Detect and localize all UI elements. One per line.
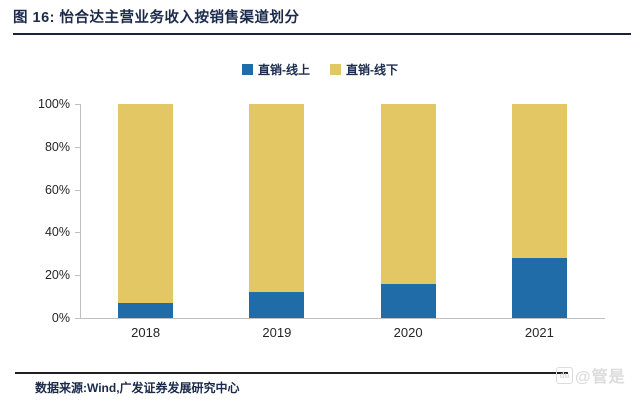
x-axis-line bbox=[80, 318, 605, 319]
bar-segment bbox=[118, 104, 174, 304]
y-axis-label: 40% bbox=[44, 225, 70, 240]
y-axis-tick bbox=[75, 189, 80, 191]
legend-swatch-icon bbox=[242, 64, 253, 75]
y-axis-label: 0% bbox=[51, 311, 70, 325]
legend-swatch-icon bbox=[330, 64, 341, 75]
legend-label: 直销-线下 bbox=[346, 63, 398, 77]
y-axis-tick bbox=[75, 146, 80, 148]
bar-segment bbox=[380, 283, 436, 318]
x-axis-label: 2021 bbox=[524, 325, 554, 340]
y-axis-line bbox=[80, 104, 81, 319]
bar-segment bbox=[511, 258, 567, 318]
data-source-text: 数据来源:Wind,广发证券发展研究中心 bbox=[35, 381, 240, 395]
legend-item: 直销-线上 bbox=[242, 61, 310, 78]
legend-item: 直销-线下 bbox=[330, 61, 398, 78]
y-axis-label: 20% bbox=[44, 268, 70, 283]
y-axis-label: 100% bbox=[38, 97, 70, 111]
bar-segment bbox=[249, 292, 305, 318]
x-axis-label: 2020 bbox=[393, 325, 423, 340]
bar-segment bbox=[249, 104, 305, 293]
watermark: du @管是 bbox=[556, 363, 626, 387]
x-axis-label: 2019 bbox=[262, 325, 292, 340]
y-axis-tick bbox=[75, 318, 80, 319]
x-axis-label: 2018 bbox=[131, 325, 161, 340]
figure-title: 图 16: 怡合达主营业务收入按销售渠道划分 bbox=[13, 10, 300, 26]
y-axis-tick bbox=[75, 232, 80, 234]
y-axis-tick bbox=[75, 275, 80, 277]
bar-segment bbox=[511, 104, 567, 259]
y-axis-label: 80% bbox=[44, 139, 70, 154]
watermark-text: @管是 bbox=[575, 369, 626, 386]
watermark-logo-icon: du bbox=[556, 366, 573, 384]
legend-label: 直销-线上 bbox=[258, 63, 310, 77]
y-axis-tick bbox=[75, 104, 80, 105]
chart-legend: 直销-线上 直销-线下 bbox=[0, 61, 640, 78]
bar-segment bbox=[380, 104, 436, 284]
bar-segment bbox=[118, 303, 174, 318]
y-axis-label: 60% bbox=[44, 182, 70, 197]
footer-divider bbox=[15, 372, 568, 374]
title-divider bbox=[13, 33, 631, 35]
